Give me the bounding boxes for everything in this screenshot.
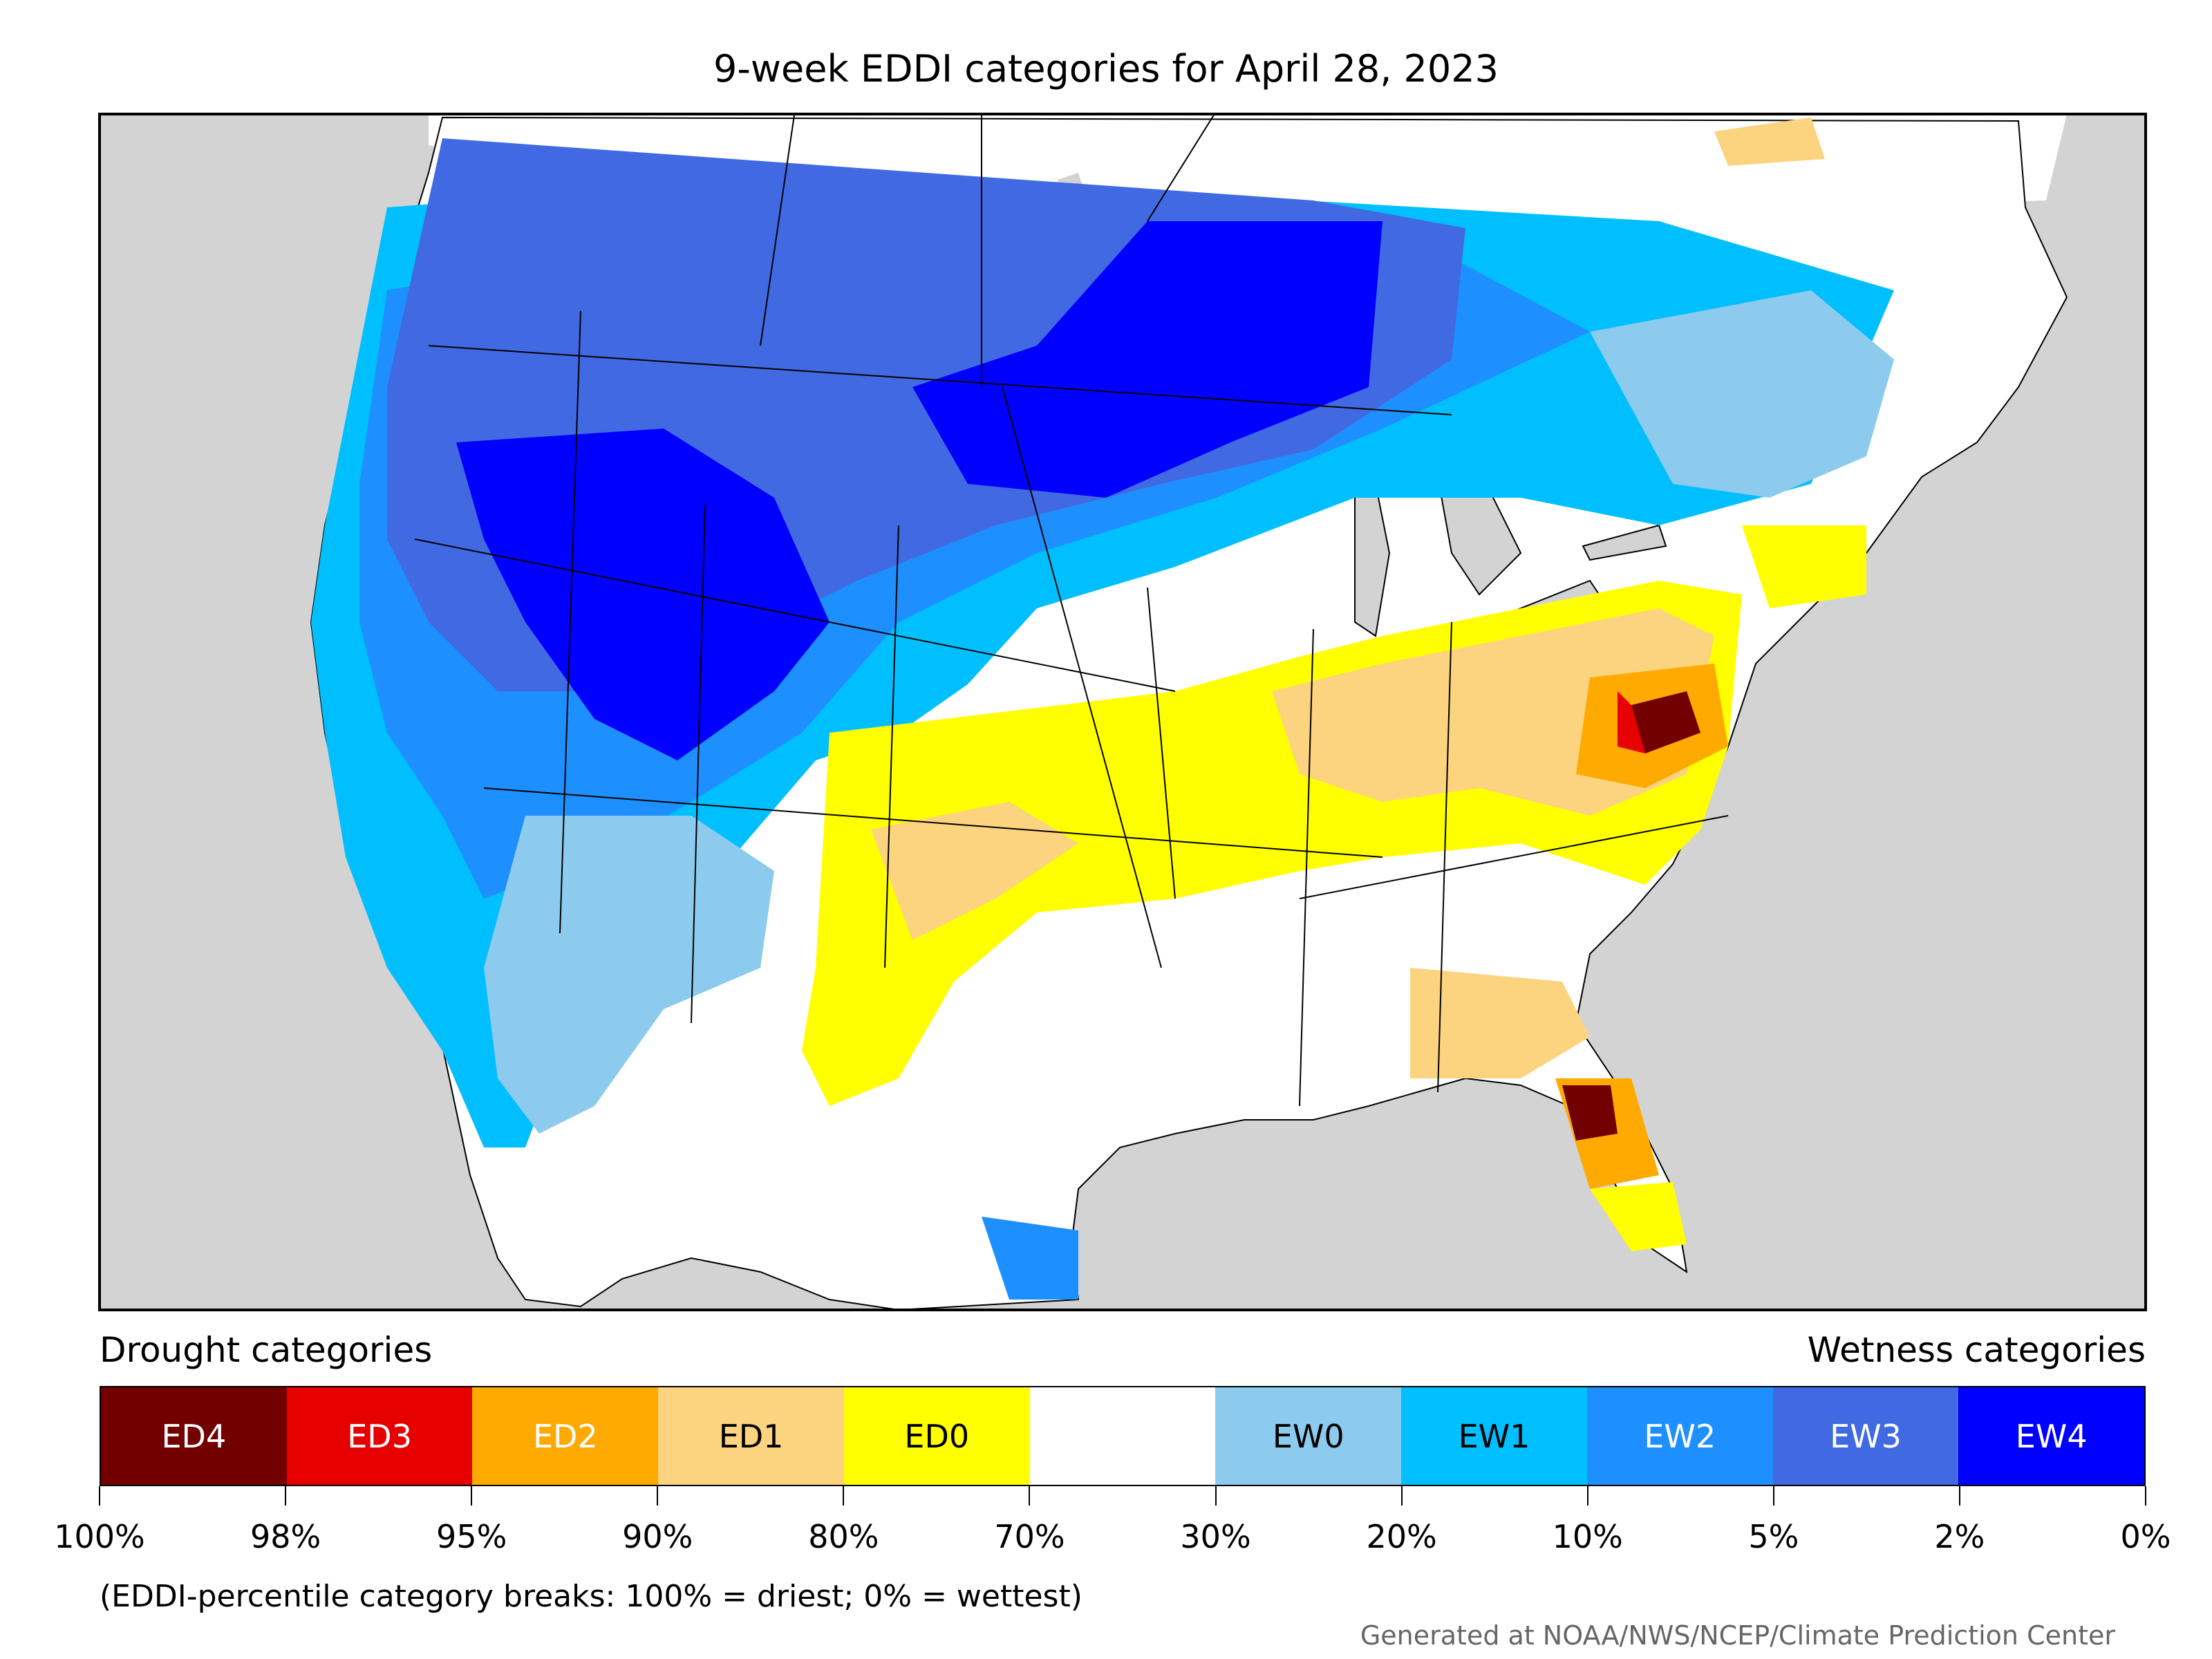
map-frame [98, 113, 2147, 1311]
colorbar-tick-label: 90% [622, 1518, 693, 1555]
colorbar-tick [1586, 1486, 1588, 1506]
colorbar-tick-label: 100% [54, 1518, 145, 1555]
ew0-region-southwest [484, 816, 774, 1134]
colorbar-tick [1958, 1486, 1960, 1506]
state-boundaries [414, 114, 1729, 1107]
lake-ontario [1582, 524, 1667, 561]
colorbar-tick [471, 1486, 473, 1506]
colorbar-tick [99, 1486, 100, 1506]
ew4-region [912, 221, 1382, 498]
ew0-region-northeast [1590, 290, 1894, 498]
colorbar-box-ed3: ED3 [286, 1387, 473, 1485]
category-note: (EDDI-percentile category breaks: 100% =… [100, 1579, 1082, 1614]
colorbar-tick-label: 95% [436, 1518, 507, 1555]
ed4-region-virginia [1631, 691, 1700, 753]
colorbar-tick-label: 30% [1180, 1518, 1251, 1555]
colorbar-box-neutral [1029, 1387, 1216, 1485]
ed0-region-new-england [1742, 525, 1866, 608]
colorbar-tick [657, 1486, 659, 1506]
colorbar-tick-label: 5% [1748, 1518, 1799, 1555]
map-title: 9-week EDDI categories for April 28, 202… [713, 47, 1499, 91]
colorbar-tick-label: 70% [994, 1518, 1065, 1555]
colorbar-tick [1400, 1486, 1403, 1506]
colorbar-box-ed2: ED2 [472, 1387, 659, 1485]
wetness-caption: Wetness categories [1807, 1330, 2146, 1370]
colorbar-tick-label: 98% [250, 1518, 321, 1555]
ed1-region-oklahoma [871, 802, 1078, 940]
colorbar-tick-label: 20% [1366, 1518, 1437, 1555]
colorbar-tick [1215, 1486, 1217, 1506]
ew4-region-west [456, 429, 830, 760]
drought-caption: Drought categories [100, 1330, 433, 1370]
colorbar-box-ew1: EW1 [1401, 1387, 1587, 1485]
ed1-region-southeast [1410, 968, 1590, 1078]
colorbar-tick-label: 10% [1552, 1518, 1623, 1555]
colorbar-tick-label: 80% [808, 1518, 879, 1555]
ed4-region-florida [1562, 1085, 1618, 1141]
colorbar-ticks [99, 1486, 2146, 1507]
colorbar-box-ed0: ED0 [843, 1387, 1030, 1485]
ed1-region-quebec [1714, 118, 1825, 166]
colorbar-box-ew2: EW2 [1586, 1387, 1773, 1485]
ed3-region-virginia [1618, 691, 1645, 753]
credit-text: Generated at NOAA/NWS/NCEP/Climate Predi… [1360, 1620, 2115, 1651]
colorbar-tick-label: 0% [2120, 1518, 2171, 1555]
colorbar-tick [843, 1486, 845, 1506]
colorbar-tick [2145, 1486, 2146, 1506]
colorbar-tick [285, 1486, 287, 1506]
colorbar-box-ew4: EW4 [1958, 1387, 2145, 1485]
colorbar-box-ed1: ED1 [658, 1387, 844, 1485]
ew2-region-south-texas [982, 1217, 1078, 1300]
colorbar-tick [1772, 1486, 1774, 1506]
colorbar-box-ew0: EW0 [1215, 1387, 1402, 1485]
colorbar-tick-label: 2% [1934, 1518, 1985, 1555]
ed0-region-florida [1590, 1182, 1687, 1251]
colorbar-box-ew3: EW3 [1772, 1387, 1959, 1485]
colorbar-box-ed4: ED4 [101, 1387, 287, 1485]
colorbar: ED4 ED3 ED2 ED1 ED0 EW0 EW1 EW2 EW3 EW4 [100, 1386, 2146, 1486]
colorbar-tick [1029, 1486, 1031, 1506]
eddi-map [98, 113, 2147, 1311]
